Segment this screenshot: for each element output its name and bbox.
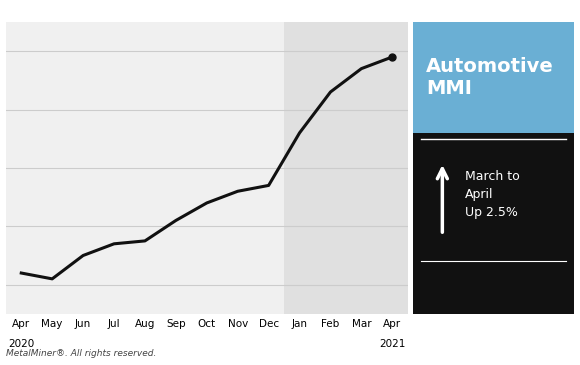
Bar [284, 22, 408, 314]
Text: 2020: 2020 [8, 339, 34, 349]
Bar [414, 22, 574, 133]
Text: March to
April
Up 2.5%: March to April Up 2.5% [465, 170, 520, 219]
Text: Jan 2012 Baseline = 100: Jan 2012 Baseline = 100 [455, 31, 465, 142]
Text: Automotive
MMI: Automotive MMI [426, 57, 554, 98]
Text: 2021: 2021 [379, 339, 405, 349]
Text: MetalMiner®. All rights reserved.: MetalMiner®. All rights reserved. [6, 349, 156, 358]
